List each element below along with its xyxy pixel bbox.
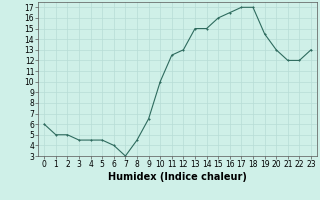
X-axis label: Humidex (Indice chaleur): Humidex (Indice chaleur): [108, 172, 247, 182]
